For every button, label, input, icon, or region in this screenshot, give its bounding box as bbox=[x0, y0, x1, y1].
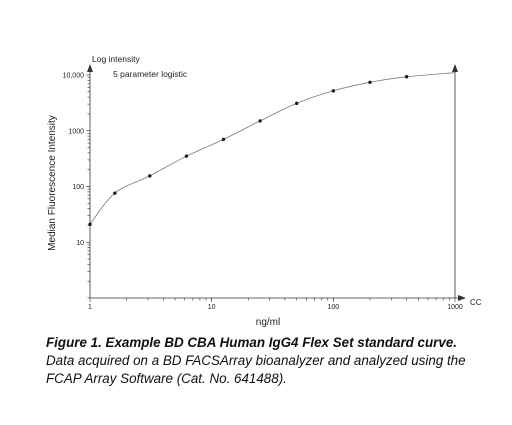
data-point bbox=[221, 137, 226, 142]
chart-ticks: 1 10 100 1000 10 100 1000 10,000 bbox=[63, 73, 463, 312]
data-point bbox=[368, 80, 372, 84]
chart-axes bbox=[87, 64, 466, 301]
data-point bbox=[258, 119, 262, 123]
right-boundary-arrow bbox=[452, 64, 458, 72]
y-axis-label: Median Fluorescence Intensity bbox=[47, 115, 58, 251]
y-tick-label: 10 bbox=[76, 240, 84, 247]
y-tick-label: 100 bbox=[72, 184, 84, 191]
x-tick-label: 100 bbox=[327, 304, 339, 311]
data-point bbox=[88, 222, 92, 226]
x-axis-end-label: CC bbox=[470, 298, 482, 307]
x-axis-arrow bbox=[458, 295, 466, 301]
figure-caption: Figure 1. Example BD CBA Human IgG4 Flex… bbox=[46, 334, 476, 388]
data-point bbox=[295, 101, 299, 106]
x-tick-label: 1 bbox=[88, 304, 92, 311]
data-points bbox=[88, 75, 409, 226]
data-point bbox=[404, 75, 409, 79]
y-axis-arrow bbox=[87, 64, 93, 72]
data-point bbox=[113, 191, 117, 195]
x-axis-label: ng/ml bbox=[256, 317, 280, 328]
data-point bbox=[184, 154, 189, 158]
caption-text: Data acquired on a BD FACSArray bioanaly… bbox=[46, 353, 466, 386]
fit-curve bbox=[89, 72, 456, 225]
x-tick-label: 10 bbox=[208, 304, 216, 311]
fit-label: 5 parameter logistic bbox=[113, 69, 188, 79]
x-tick-label: 1000 bbox=[447, 304, 463, 311]
data-point bbox=[148, 174, 152, 178]
data-point bbox=[331, 89, 336, 93]
y-axis-title: Log intensity bbox=[92, 54, 140, 64]
y-tick-label: 10,000 bbox=[63, 73, 85, 80]
caption-title: Figure 1. Example BD CBA Human IgG4 Flex… bbox=[46, 335, 458, 350]
y-tick-label: 1000 bbox=[68, 128, 84, 135]
